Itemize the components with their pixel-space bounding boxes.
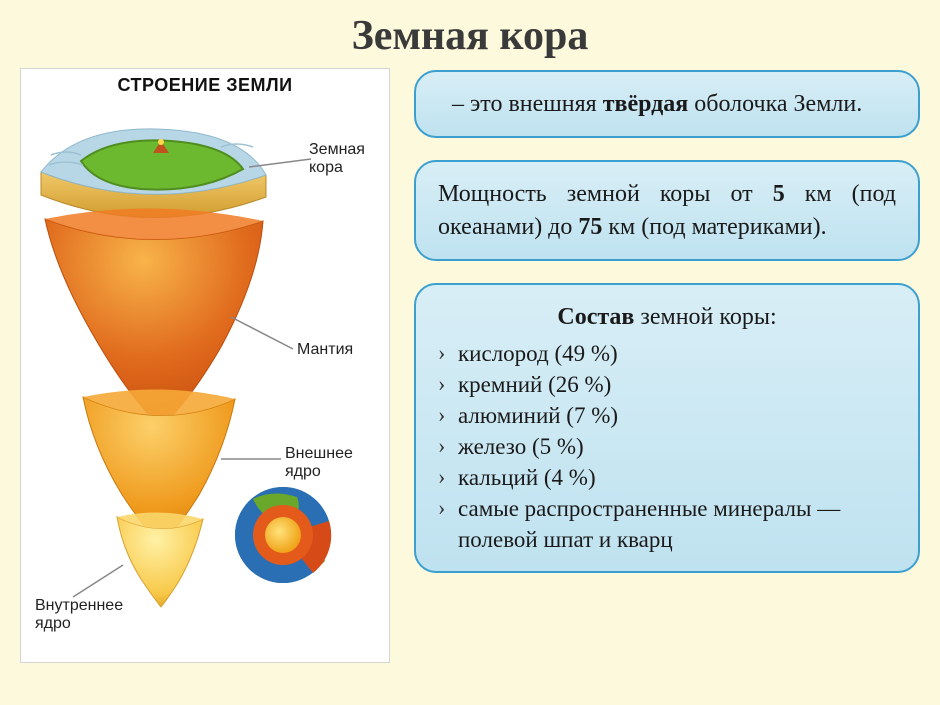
earth-layers-diagram [21,97,391,657]
mini-globe [235,487,331,583]
composition-title: Состав земной коры: [438,301,896,333]
list-item: кремний (26 %) [438,369,896,400]
label-inner-core: Внутреннее ядро [35,597,123,632]
label-crust: Земная кора [309,141,365,176]
composition-list: кислород (49 %) кремний (26 %) алюминий … [438,338,896,555]
pointer-inner [73,565,123,597]
page-title: Земная кора [0,0,940,68]
definition-bold: твёрдая [603,91,689,117]
thick-b2: 75 [578,214,602,240]
definition-prefix: – это внешняя [452,91,603,117]
definition-suffix: оболочка Земли. [688,91,862,117]
thick-b1: 5 [773,181,785,207]
label-outer-core: Внешнее ядро [285,445,353,480]
thick-t1: Мощность земной коры от [438,181,773,207]
diagram-panel: СТРОЕНИЕ ЗЕМЛИ [20,68,390,663]
diagram-title: СТРОЕНИЕ ЗЕМЛИ [21,75,389,96]
thickness-box: Мощность земной коры от 5 км (под океана… [414,160,920,261]
thick-t3: км (под материками). [602,214,826,240]
list-item: кальций (4 %) [438,462,896,493]
list-item: самые распространенные минералы — полево… [438,493,896,555]
pointer-mantle [231,317,293,349]
pointer-crust [249,159,311,167]
list-item: железо (5 %) [438,431,896,462]
definition-box: – это внешняя твёрдая оболочка Земли. [414,70,920,138]
inner-core-wedge [117,517,203,607]
list-item: кислород (49 %) [438,338,896,369]
label-mantle: Мантия [297,341,353,359]
composition-box: Состав земной коры: кислород (49 %) крем… [414,283,920,573]
info-column: – это внешняя твёрдая оболочка Земли. Мо… [414,68,920,663]
list-item: алюминий (7 %) [438,400,896,431]
content-row: СТРОЕНИЕ ЗЕМЛИ [0,68,940,663]
